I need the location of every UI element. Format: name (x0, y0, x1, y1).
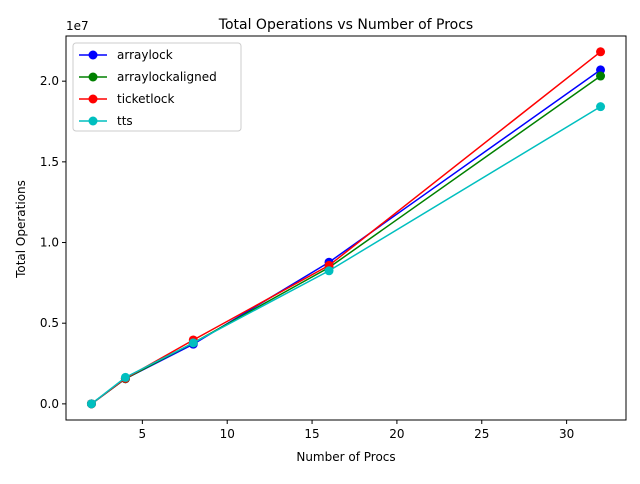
data-point-tts (596, 102, 606, 112)
y-axis-offset-label: 1e7 (66, 19, 89, 33)
legend-marker-arraylock (88, 50, 98, 60)
y-tick-label: 1.0 (40, 236, 59, 250)
legend-marker-arraylockaligned (88, 72, 98, 82)
x-tick-label: 20 (389, 427, 404, 441)
data-point-tts (120, 372, 130, 382)
y-tick-label: 2.0 (40, 74, 59, 88)
data-point-tts (188, 338, 198, 348)
legend: arraylock arraylockaligned ticketlock tts (72, 42, 242, 132)
data-point-arraylockaligned (596, 71, 606, 81)
data-point-ticketlock (596, 47, 606, 57)
y-tick-label: 0.0 (40, 397, 59, 411)
x-axis-label: Number of Procs (296, 450, 395, 464)
y-tick-label: 1.5 (40, 155, 59, 169)
legend-box (72, 42, 242, 132)
legend-marker-tts (88, 116, 98, 126)
x-tick-label: 5 (139, 427, 147, 441)
x-tick-label: 25 (474, 427, 489, 441)
legend-label-arraylock: arraylock (117, 48, 173, 62)
y-axis-label: Total Operations (14, 180, 28, 279)
x-tick-label: 30 (559, 427, 574, 441)
y-tick-label: 0.5 (40, 316, 59, 330)
legend-marker-ticketlock (88, 94, 98, 104)
data-point-tts (324, 266, 334, 276)
data-point-tts (86, 399, 96, 409)
x-tick-label: 10 (220, 427, 235, 441)
plot-area: 5 10 15 20 25 30 0.0 0.5 1.0 1.5 2.0 (40, 35, 627, 441)
legend-label-ticketlock: ticketlock (117, 92, 175, 106)
legend-label-arraylockaligned: arraylockaligned (117, 70, 217, 84)
plot-frame (65, 35, 627, 421)
legend-label-tts: tts (117, 114, 133, 128)
chart-title: Total Operations vs Number of Procs (218, 17, 473, 33)
x-tick-label: 15 (304, 427, 319, 441)
